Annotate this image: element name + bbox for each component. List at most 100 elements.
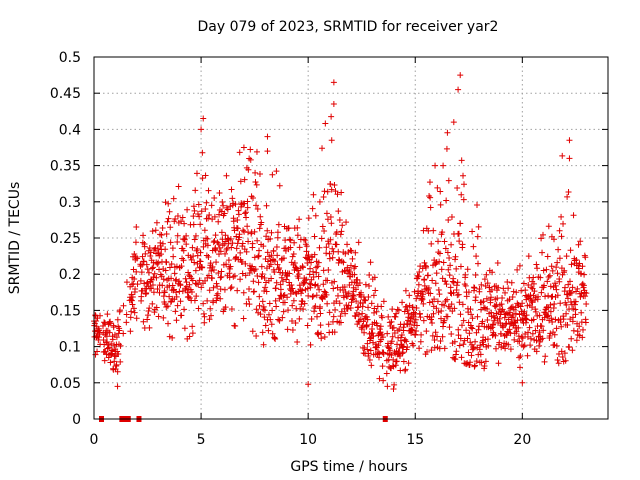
data-point [250,288,257,295]
data-point [336,216,343,223]
data-point [510,314,517,321]
data-point [104,311,111,318]
data-point [263,288,270,295]
data-point [462,271,469,278]
data-point [165,200,172,207]
data-point [308,259,315,266]
data-point [182,275,189,282]
data-point [186,333,193,340]
data-point [290,297,297,304]
data-point [153,219,160,226]
data-point [274,229,281,236]
data-point [266,300,273,307]
data-point [274,252,281,259]
data-point [362,281,369,288]
data-point [450,289,457,296]
data-point [240,227,247,234]
data-point [527,295,534,302]
data-point [499,295,506,302]
data-point [206,287,213,294]
data-point [248,267,255,274]
data-point [422,263,429,270]
data-point [262,322,269,329]
data-point [244,223,251,230]
data-point [191,259,198,266]
data-point [287,244,294,251]
data-points [91,72,590,392]
data-point [509,303,516,310]
data-point [234,240,241,247]
data-point [275,316,282,323]
x-tick-label: 10 [299,432,317,448]
data-point [332,306,339,313]
data-point [312,303,319,310]
data-point [184,206,191,213]
data-point [457,263,464,270]
data-point [261,314,268,321]
data-point [169,282,176,289]
data-point [447,262,454,269]
data-point [255,252,262,259]
data-point [217,248,224,255]
data-point [191,236,198,243]
data-point [553,342,560,349]
data-point [251,288,258,295]
data-point [475,223,482,230]
data-point [160,293,167,300]
data-point [324,277,331,284]
data-point [470,343,477,350]
data-point [185,293,192,300]
data-point [389,333,396,340]
data-point [463,327,470,334]
data-point [228,284,235,291]
data-point [341,283,348,290]
data-point [250,278,257,285]
data-point [202,172,209,179]
data-point [128,297,135,304]
data-point [366,357,373,364]
data-point [325,321,332,328]
data-point [106,319,113,326]
data-point [370,292,377,299]
data-point [336,300,343,307]
data-point [301,300,308,307]
data-point [261,274,268,281]
data-point [256,293,263,300]
data-point [267,261,274,268]
data-point [558,348,565,355]
data-point [359,310,366,317]
data-point [315,331,322,338]
data-point [218,273,225,280]
data-point [128,291,135,298]
data-point [278,274,285,281]
data-point [129,301,136,308]
data-point [202,206,209,213]
data-point [568,289,575,296]
data-point [224,245,231,252]
data-point [573,256,580,263]
data-point [429,277,436,284]
data-point [241,228,248,235]
data-point [388,338,395,345]
data-point [367,335,374,342]
data-point [564,193,571,200]
data-point [542,293,549,300]
data-point [147,253,154,260]
data-point [308,315,315,322]
data-point [334,191,341,198]
data-point [472,272,479,279]
data-point [566,155,573,162]
data-point [514,266,521,273]
data-point [228,186,235,193]
data-point [523,296,530,303]
data-point [506,296,513,303]
data-point [389,306,396,313]
data-point [280,255,287,262]
data-point [561,267,568,274]
data-point [257,311,264,318]
data-point [256,247,263,254]
data-point [366,282,373,289]
data-point [342,310,349,317]
data-point [509,294,516,301]
data-point [523,316,530,323]
